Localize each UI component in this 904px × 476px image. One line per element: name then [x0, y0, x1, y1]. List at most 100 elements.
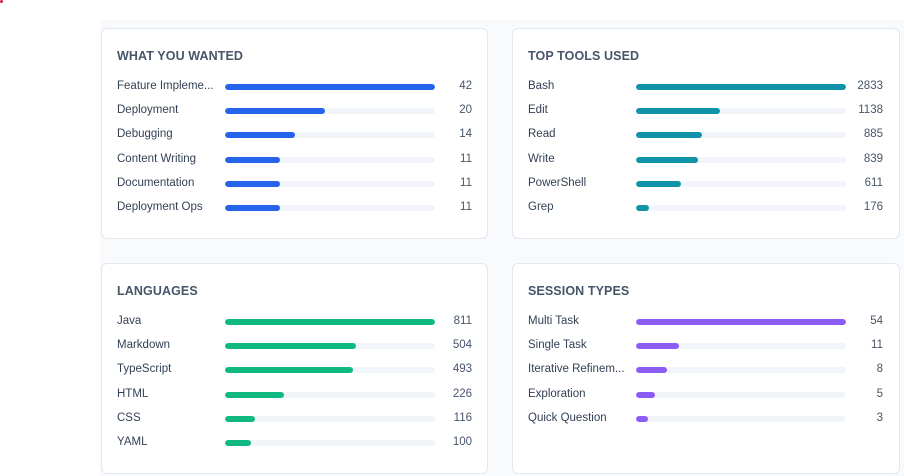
bar-fill	[225, 156, 280, 163]
card-session-types: SESSION TYPES Multi Task 54 Single Task 11 I…	[512, 263, 900, 474]
bar-track	[636, 156, 846, 163]
bar-track	[636, 204, 846, 211]
bar-label: Deployment Ops	[117, 200, 203, 213]
card-title: WHAT YOU WANTED	[117, 49, 244, 63]
bar-value: 611	[864, 176, 883, 189]
bar-track	[636, 343, 846, 350]
bar-fill	[225, 367, 353, 374]
bar-value: 504	[452, 339, 472, 352]
bar-track	[225, 156, 435, 163]
bar-fill	[225, 343, 356, 350]
card-title: SESSION TYPES	[528, 284, 630, 298]
bar-fill	[225, 180, 280, 187]
bar-track	[225, 391, 435, 398]
card-languages: LANGUAGES Java 811 Markdown 504 TypeScript 49…	[101, 263, 488, 474]
bar-value: 8	[876, 363, 883, 376]
bar-track	[225, 319, 435, 325]
bar-label: TypeScript	[117, 363, 172, 376]
bar-label: Write	[528, 152, 555, 165]
bar-value: 5	[876, 387, 883, 400]
bar-value: 11	[460, 176, 472, 189]
bar-label: YAML	[117, 435, 148, 448]
bar-fill	[225, 415, 256, 422]
bar-label: Edit	[528, 104, 548, 117]
bar-fill	[636, 204, 650, 211]
card-title: LANGUAGES	[117, 284, 198, 298]
bar-value: 54	[870, 315, 883, 327]
bar-fill	[636, 108, 721, 115]
left-strip	[0, 0, 100, 476]
bar-fill	[636, 156, 699, 163]
card-title: TOP TOOLS USED	[528, 49, 640, 63]
bar-label: Debugging	[117, 128, 173, 141]
bar-fill	[225, 132, 295, 139]
bar-label: Read	[528, 128, 556, 141]
bar-value: 11	[460, 200, 472, 213]
bar-track	[225, 439, 435, 446]
bar-value: 100	[452, 435, 472, 448]
bar-label: Exploration	[528, 387, 586, 400]
bar-value: 885	[863, 128, 883, 141]
bar-fill	[636, 343, 679, 350]
bar-track	[636, 415, 846, 422]
bar-label: Multi Task	[528, 315, 579, 327]
bar-track	[636, 391, 846, 398]
bar-label: Content Writing	[117, 152, 197, 165]
card-what-you-wanted: WHAT YOU WANTED Feature Impleme... 42 Depl…	[101, 28, 488, 239]
bar-track	[636, 84, 846, 90]
bar-label: PowerShell	[528, 176, 587, 189]
bar-fill	[636, 132, 702, 139]
bar-value: 3	[876, 411, 883, 424]
bar-value: 14	[459, 128, 472, 141]
bar-track	[225, 343, 435, 350]
bar-value: 11	[460, 152, 472, 165]
bar-fill	[636, 415, 648, 422]
corner-dot	[0, 0, 3, 3]
bar-fill	[225, 108, 325, 115]
bar-track	[636, 180, 846, 187]
bar-value: 2833	[857, 80, 883, 92]
bar-track	[225, 132, 435, 139]
bar-fill	[225, 84, 435, 90]
bar-value: 116	[453, 411, 472, 424]
bar-label: Grep	[528, 200, 554, 213]
bar-value: 1138	[858, 104, 883, 117]
bar-value: 176	[863, 200, 883, 213]
bar-label: Bash	[528, 80, 555, 92]
bar-value: 839	[863, 152, 883, 165]
bar-label: Feature Impleme...	[117, 80, 214, 92]
bar-fill	[636, 84, 846, 90]
bar-value: 493	[452, 363, 472, 376]
bar-track	[636, 108, 846, 115]
bar-fill	[225, 391, 284, 398]
bar-track	[636, 319, 846, 325]
bar-value: 42	[459, 80, 472, 92]
bar-value: 226	[452, 387, 472, 400]
bar-fill	[636, 367, 668, 374]
bar-value: 811	[453, 315, 472, 327]
bar-fill	[636, 319, 846, 325]
bar-label: Iterative Refinem...	[528, 363, 625, 376]
bar-fill	[225, 439, 251, 446]
bar-track	[636, 132, 846, 139]
bar-fill	[636, 391, 656, 398]
bar-track	[225, 84, 435, 90]
bar-value: 20	[459, 104, 472, 117]
bar-track	[225, 108, 435, 115]
top-strip	[0, 0, 904, 20]
bar-fill	[636, 180, 682, 187]
bar-fill	[225, 204, 280, 211]
bar-label: Deployment	[117, 104, 179, 117]
card-top-tools-used: TOP TOOLS USED Bash 2833 Edit 1138 Read 885 Wr…	[512, 28, 900, 239]
bar-label: HTML	[117, 387, 149, 400]
bar-label: Quick Question	[528, 411, 607, 424]
bar-fill	[225, 319, 435, 325]
bar-track	[225, 415, 435, 422]
bar-track	[225, 180, 435, 187]
bar-label: Markdown	[117, 339, 171, 352]
bar-track	[636, 367, 846, 374]
bar-value: 11	[871, 339, 883, 352]
bar-label: Documentation	[117, 176, 195, 189]
bar-label: CSS	[117, 411, 141, 424]
bar-track	[225, 367, 435, 374]
